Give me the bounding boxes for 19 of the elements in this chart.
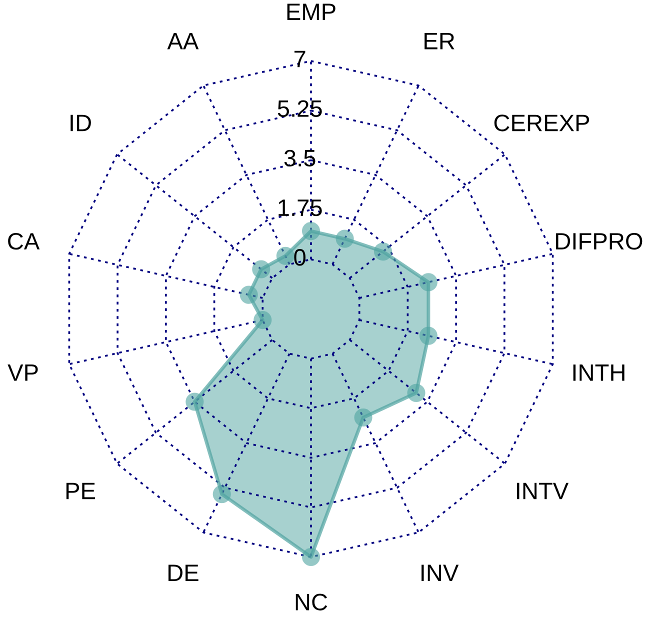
y-tick-label: 3.5 [284,150,316,167]
spoke-label: AA [167,32,199,50]
y-tick-label: 7 [294,50,306,68]
y-tick-label: 0 [294,249,306,266]
spoke-label: INTH [573,364,624,381]
y-tick-label: 1.75 [278,200,322,216]
spoke-label: CA [8,232,40,250]
y-tick-label: 5.25 [278,100,322,117]
spoke-label: EMP [287,4,336,20]
spoke-label: VP [8,364,38,381]
spoke-label: DE [168,564,198,581]
spoke-label: INTV [517,482,569,500]
spoke-label: DIFPRO [556,232,642,250]
spoke-label: ID [70,114,91,132]
spoke-label: ER [424,32,454,50]
spoke-label: INV [422,564,459,581]
spoke-label: CEREXP [494,114,590,132]
spoke-label: NC [296,594,328,610]
spoke-label: PE [66,482,95,500]
